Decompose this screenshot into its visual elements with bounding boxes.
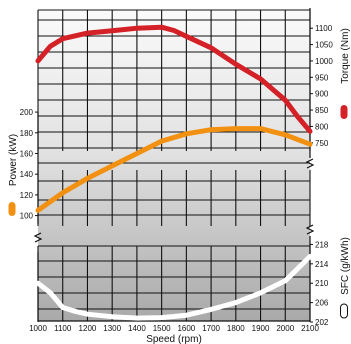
torque-tick-label: 750 [315, 139, 329, 148]
torque-tick-label: 800 [315, 122, 329, 131]
x-tick-label: 1700 [202, 324, 220, 333]
x-tick-label: 2000 [276, 324, 294, 333]
torque-tick-label: 1100 [315, 24, 333, 33]
x-tick-label: 1500 [153, 324, 171, 333]
plot-background [38, 10, 310, 321]
torque-tick-label: 1050 [315, 41, 333, 50]
x-axis-label: Speed (rpm) [146, 334, 202, 344]
power-tick-label: 160 [20, 149, 34, 158]
power-legend-swatch [8, 202, 16, 216]
power-tick-label: 140 [20, 170, 34, 179]
power-axis-label: Power (kW) [8, 134, 19, 186]
x-tick-label: 2100 [301, 324, 319, 333]
torque-axis-label: Torque (Nm) [340, 28, 351, 84]
sfc-tick-label: 202 [315, 318, 329, 327]
torque-legend-swatch [340, 105, 348, 119]
series [35, 24, 313, 321]
sfc-tick-label: 210 [315, 279, 329, 288]
x-tick-label: 1100 [54, 324, 72, 333]
labels: 1000 1100 1200 1300 1400 1500 1600 1700 1800 1900… [8, 24, 351, 344]
sfc-tick-label: 206 [315, 299, 329, 308]
x-tick-label: 1200 [79, 324, 97, 333]
axis-break-mark [305, 158, 315, 169]
x-tick-label: 1000 [29, 324, 47, 333]
sfc-tick-label: 214 [315, 260, 329, 269]
power-tick-label: 200 [20, 108, 34, 117]
power-tick-label: 180 [20, 129, 34, 138]
sfc-curve [35, 254, 313, 321]
sfc-axis-label: SFC (g/kWh) [340, 237, 351, 295]
axes [33, 8, 315, 323]
torque-tick-label: 950 [315, 73, 329, 82]
torque-tick-label: 850 [315, 106, 329, 115]
axis-break-mark [33, 232, 43, 243]
x-tick-label: 1600 [177, 324, 195, 333]
torque-tick-label: 900 [315, 90, 329, 99]
x-tick-label: 1900 [252, 324, 270, 333]
power-curve [35, 126, 313, 213]
x-tick-label: 1800 [227, 324, 245, 333]
x-tick-label: 1400 [128, 324, 146, 333]
axis-break-mark [305, 224, 315, 235]
sfc-tick-label: 218 [315, 240, 329, 249]
torque-tick-label: 1000 [315, 57, 333, 66]
power-tick-label: 100 [20, 212, 34, 221]
sfc-legend-swatch [340, 303, 348, 319]
power-tick-label: 120 [20, 191, 34, 200]
x-tick-label: 1300 [103, 324, 121, 333]
